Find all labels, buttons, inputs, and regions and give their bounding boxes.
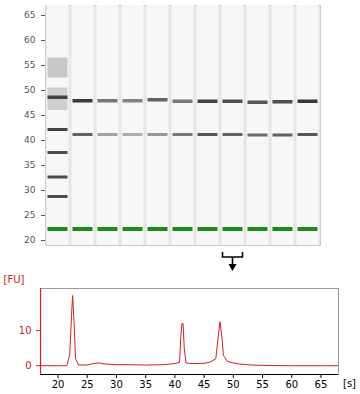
svg-text:[FU]: [FU] (4, 274, 25, 285)
svg-text:45: 45 (24, 110, 35, 120)
svg-text:25: 25 (24, 210, 35, 220)
svg-text:45: 45 (198, 379, 211, 390)
svg-text:0: 0 (25, 360, 31, 371)
svg-text:25: 25 (81, 379, 94, 390)
svg-text:35: 35 (24, 160, 35, 170)
svg-text:50: 50 (24, 85, 36, 95)
svg-text:30: 30 (24, 185, 36, 195)
svg-text:[s]: [s] (343, 378, 356, 389)
svg-text:20: 20 (52, 379, 65, 390)
svg-text:30: 30 (110, 379, 123, 390)
svg-text:60: 60 (24, 35, 36, 45)
svg-text:50: 50 (227, 379, 240, 390)
svg-text:65: 65 (315, 379, 328, 390)
svg-text:40: 40 (169, 379, 182, 390)
svg-text:55: 55 (24, 60, 35, 70)
svg-text:10: 10 (19, 325, 32, 336)
svg-text:35: 35 (139, 379, 152, 390)
svg-text:20: 20 (24, 235, 36, 245)
svg-text:55: 55 (256, 379, 269, 390)
svg-text:65: 65 (24, 10, 35, 20)
svg-text:60: 60 (285, 379, 298, 390)
svg-text:40: 40 (24, 135, 36, 145)
